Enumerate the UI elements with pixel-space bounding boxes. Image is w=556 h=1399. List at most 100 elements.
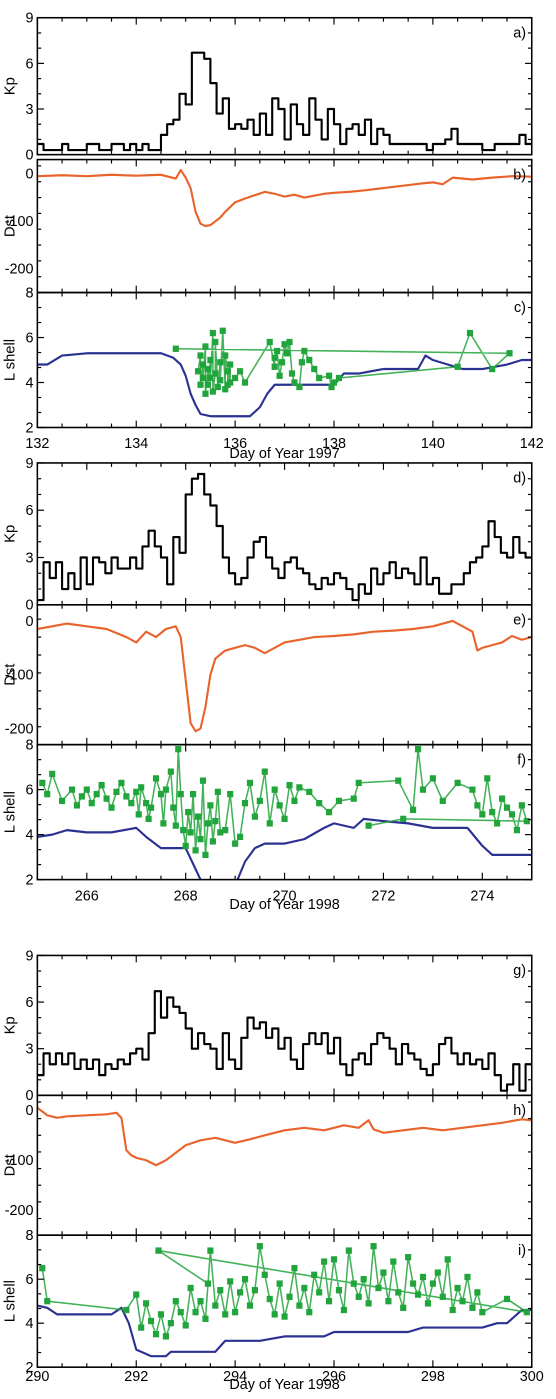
panel-label: d) <box>513 470 526 486</box>
lshell-point <box>489 365 496 373</box>
lshell-point <box>185 808 192 816</box>
lshell-point <box>177 1309 184 1316</box>
lshell-point <box>276 1280 283 1287</box>
y-tick-label: 4 <box>26 827 34 843</box>
lshell-point <box>494 820 501 827</box>
x-tick-label: 270 <box>273 888 297 904</box>
lshell-point <box>167 1320 174 1327</box>
lshell-point <box>439 797 446 805</box>
x-tick-label: 132 <box>25 436 49 452</box>
l-shell-series-line <box>37 817 532 880</box>
kp-series-line <box>37 51 532 152</box>
lshell-point <box>380 1269 387 1276</box>
lshell-point <box>39 779 46 787</box>
panel-d: 0 3 6 9 Kp d) <box>2 456 533 614</box>
lshell-point <box>143 799 150 807</box>
lshell-point <box>286 781 293 789</box>
lshell-point <box>340 1306 347 1314</box>
lshell-point <box>335 374 343 382</box>
kp-series-line <box>37 472 532 602</box>
lshell-point <box>202 390 209 397</box>
lshell-point <box>508 811 516 818</box>
lshell-point <box>479 811 486 818</box>
lshell-point <box>133 1291 140 1298</box>
lshell-point <box>429 1280 436 1287</box>
lshell-point <box>286 338 293 346</box>
panel-f: 2 4 6 8 L shell f) <box>2 737 533 889</box>
lshell-point <box>148 804 155 811</box>
y-tick-label: 6 <box>26 995 34 1011</box>
lshell-point <box>325 1298 333 1305</box>
panel-data <box>37 168 532 228</box>
panel-label: c) <box>514 300 526 316</box>
lshell-point <box>261 768 268 775</box>
y-tick-label: 4 <box>26 375 34 391</box>
lshell-point <box>170 804 177 811</box>
lshell-point <box>222 826 229 834</box>
figure-content: 0 3 6 9 Kp a) -200 -100 0 Dst b) 2 4 6 8 L shell c) 132 13… <box>2 11 543 1393</box>
panel-frame <box>36 743 533 881</box>
lshell-point <box>135 811 142 818</box>
lshell-point <box>444 1256 451 1263</box>
lshell-point <box>286 1293 293 1300</box>
y-axis-label: Dst <box>2 215 18 237</box>
lshell-point <box>518 802 525 809</box>
lshell-point <box>454 779 461 787</box>
lshell-point <box>345 1247 352 1254</box>
lshell-point <box>204 381 211 388</box>
lshell-point <box>281 1313 288 1320</box>
lshell-point <box>291 379 298 386</box>
lshell-point <box>400 815 407 823</box>
lshell-point <box>162 1333 169 1340</box>
y-tick-label: -200 <box>5 262 34 278</box>
lshell-point <box>227 790 234 798</box>
lshell-point <box>49 770 56 778</box>
lshell-point <box>152 1331 160 1338</box>
lshell-point <box>236 833 244 841</box>
x-axis-label: Day of Year 1997 <box>229 446 339 462</box>
lshell-point <box>251 1287 258 1294</box>
lshell-point <box>224 368 231 375</box>
lshell-point <box>212 338 219 346</box>
panel-label: f) <box>517 752 526 768</box>
panel-label: a) <box>513 25 526 41</box>
lshell-point <box>330 379 338 386</box>
y-tick-label: 2 <box>26 1360 34 1376</box>
lshell-point <box>355 1293 362 1300</box>
panel-data <box>37 619 532 733</box>
x-tick-label: 136 <box>223 436 247 452</box>
lshell-point <box>93 790 100 798</box>
lshell-point <box>328 383 335 391</box>
y-axis-label: L shell <box>2 791 18 833</box>
lshell-point <box>298 359 305 366</box>
x-tick-label: 138 <box>322 436 346 452</box>
lshell-point <box>192 1309 199 1316</box>
y-tick-label: 6 <box>26 1272 34 1288</box>
lshell-point <box>306 356 313 364</box>
lshell-point <box>209 388 216 395</box>
lshell-point <box>365 1300 372 1307</box>
lshell-point <box>484 775 491 782</box>
lshell-point <box>175 746 182 753</box>
lshell-point <box>479 1309 486 1316</box>
lshell-point <box>172 822 179 829</box>
y-tick-label: -100 <box>5 667 34 683</box>
lshell-point <box>419 786 427 793</box>
y-tick-label: 4 <box>26 1316 34 1332</box>
panel-data <box>37 51 532 152</box>
y-tick-label: 9 <box>26 11 34 27</box>
lshell-point <box>506 350 513 357</box>
lshell-point <box>194 813 202 820</box>
lshell-point <box>217 377 224 384</box>
lshell-point <box>360 1276 367 1283</box>
lshell-point <box>246 1302 254 1309</box>
lshell-point <box>330 1256 338 1263</box>
panel-frame <box>36 1094 533 1236</box>
lshell-point <box>271 354 278 361</box>
lshell-point <box>375 1284 382 1292</box>
lshell-point <box>274 347 281 355</box>
lshell-point <box>212 1302 219 1309</box>
lshell-point <box>155 1247 162 1254</box>
lshell-point <box>414 1291 422 1298</box>
